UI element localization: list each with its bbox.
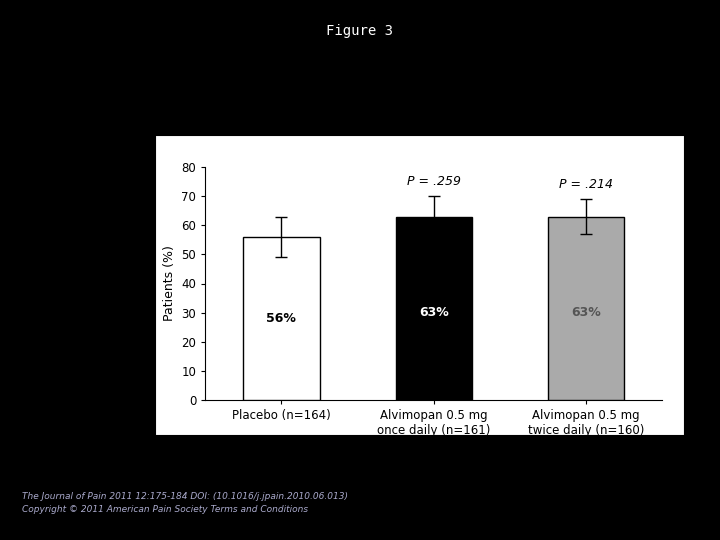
Text: 63%: 63% [572, 306, 601, 319]
Text: 56%: 56% [266, 312, 297, 325]
Text: P = .259: P = .259 [407, 175, 461, 188]
Y-axis label: Patients (%): Patients (%) [163, 246, 176, 321]
Text: The Journal of Pain 2011 12:175-184 DOI: (10.1016/j.jpain.2010.06.013): The Journal of Pain 2011 12:175-184 DOI:… [22, 492, 348, 501]
Text: Figure 3: Figure 3 [326, 24, 394, 38]
Text: P = .214: P = .214 [559, 178, 613, 191]
Bar [396, 217, 472, 400]
Bar [243, 237, 320, 400]
Text: 63%: 63% [419, 306, 449, 319]
Text: Copyright © 2011 American Pain Society Terms and Conditions: Copyright © 2011 American Pain Society T… [22, 505, 307, 514]
Bar [548, 217, 624, 400]
